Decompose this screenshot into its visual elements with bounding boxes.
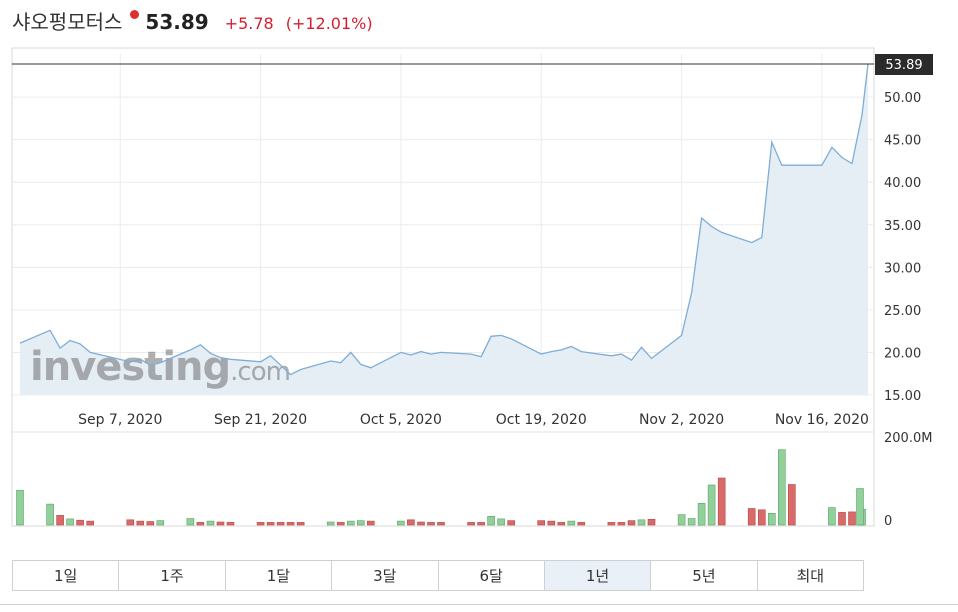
x-tick-label-1: Sep 21, 2020 — [214, 412, 307, 428]
volume-bar-24 — [366, 520, 375, 526]
volume-bar-32 — [487, 515, 495, 526]
price-change: +5.78 — [224, 14, 274, 33]
volume-bar-17 — [276, 522, 285, 526]
volume-bar-21 — [336, 522, 345, 526]
timeframe-button-0[interactable]: 1일 — [13, 561, 120, 590]
volume-bar-29 — [437, 522, 445, 526]
volume-bar-13 — [216, 521, 225, 526]
timeframe-button-3[interactable]: 3달 — [332, 561, 439, 590]
volume-bar-51 — [757, 509, 766, 526]
volume-bar-49 — [717, 477, 726, 526]
volume-bar-38 — [567, 520, 576, 526]
last-price-tag — [875, 54, 933, 75]
volume-bar-8 — [146, 521, 155, 526]
market-status-icon — [130, 10, 140, 19]
volume-bar-44 — [647, 518, 656, 526]
timeframe-button-7[interactable]: 최대 — [757, 561, 863, 590]
volume-bar-31 — [477, 522, 485, 526]
volume-bar-0 — [16, 489, 24, 526]
chart-frame — [11, 47, 875, 527]
volume-bar-14 — [226, 522, 235, 526]
volume-bar-27 — [417, 521, 425, 526]
y-tick-label-4: 35.00 — [884, 219, 921, 234]
y-tick-label-5: 40.00 — [884, 176, 921, 191]
volume-bar-28 — [427, 522, 435, 526]
volume-bar-1 — [46, 503, 54, 526]
price-area — [20, 64, 868, 395]
volume-bar-34 — [507, 520, 516, 526]
volume-bar-58 — [848, 511, 856, 526]
volume-bar-36 — [547, 520, 556, 526]
volume-bar-9 — [156, 520, 165, 526]
last-price: 53.89 — [145, 10, 209, 34]
x-tick-label-5: Nov 16, 2020 — [775, 412, 869, 428]
volume-bar-46 — [687, 518, 696, 526]
y-tick-label-7: 50.00 — [884, 91, 921, 106]
volume-tick-zero: 0 — [884, 514, 892, 529]
stock-name: 샤오펑모터스 — [12, 10, 123, 34]
volume-bar-3 — [66, 518, 74, 526]
timeframe-button-4[interactable]: 6달 — [438, 561, 545, 590]
volume-bar-22 — [346, 520, 355, 526]
volume-bar-39 — [577, 522, 586, 526]
price-change-percent: (+12.01%) — [285, 14, 373, 33]
x-tick-label-2: Oct 5, 2020 — [360, 412, 442, 428]
volume-bar-2 — [56, 515, 64, 526]
volume-bar-40 — [607, 522, 616, 526]
x-tick-label-3: Oct 19, 2020 — [496, 412, 587, 428]
volume-bar-16 — [266, 522, 275, 526]
timeframe-selector: 1일 1주 1달 3달 6달 1년 5년 최대 — [12, 560, 864, 591]
volume-bar-10 — [186, 518, 195, 526]
volume-bar-60 — [856, 488, 864, 526]
volume-bar-41 — [617, 522, 626, 526]
y-tick-label-1: 20.00 — [884, 346, 921, 361]
y-tick-label-0: 15.00 — [884, 389, 921, 404]
volume-bar-52 — [767, 512, 776, 526]
volume-bar-6 — [126, 519, 135, 526]
volume-bar-4 — [76, 519, 84, 526]
timeframe-button-6[interactable]: 5년 — [651, 561, 758, 590]
volume-bar-57 — [838, 512, 846, 526]
price-line — [19, 63, 869, 376]
volume-bar-26 — [407, 519, 415, 526]
volume-bar-42 — [627, 520, 636, 526]
timeframe-button-2[interactable]: 1달 — [225, 561, 333, 590]
volume-bar-35 — [537, 520, 546, 526]
volume-bar-11 — [196, 522, 205, 526]
watermark-logo: investing.com — [30, 344, 290, 390]
volume-bar-56 — [828, 507, 836, 526]
volume-bar-18 — [286, 522, 295, 526]
volume-bar-30 — [467, 522, 475, 526]
volume-bar-5 — [86, 520, 94, 526]
x-tick-label-4: Nov 2, 2020 — [639, 412, 724, 428]
y-tick-label-6: 45.00 — [884, 134, 921, 149]
volume-bar-19 — [296, 522, 305, 526]
volume-bar-12 — [206, 520, 215, 526]
volume-bar-33 — [497, 518, 505, 526]
volume-bar-23 — [356, 520, 365, 526]
last-price-tag-label: 53.89 — [885, 58, 922, 73]
volume-bar-45 — [677, 514, 686, 526]
quote-header: 샤오펑모터스 53.89 +5.78 (+12.01%) — [12, 6, 373, 36]
volume-bar-43 — [637, 519, 646, 526]
volume-bar-15 — [256, 522, 265, 526]
volume-bar-50 — [747, 508, 756, 526]
volume-bar-54 — [787, 484, 796, 526]
volume-tick-top: 200.0M — [884, 431, 932, 446]
volume-bar-25 — [397, 520, 405, 526]
timeframe-button-5[interactable]: 1년 — [544, 561, 652, 590]
bottom-divider — [0, 604, 958, 605]
y-tick-label-2: 25.00 — [884, 304, 921, 319]
volume-bar-53 — [777, 449, 786, 526]
volume-bar-7 — [136, 520, 145, 526]
watermark-main: investing — [30, 344, 230, 390]
y-tick-label-3: 30.00 — [884, 261, 921, 276]
volume-bar-20 — [326, 521, 335, 526]
volume-bar-47 — [697, 502, 706, 526]
x-tick-label-0: Sep 7, 2020 — [78, 412, 162, 428]
volume-bar-48 — [707, 484, 716, 526]
timeframe-button-1[interactable]: 1주 — [119, 561, 226, 590]
price-chart[interactable]: 15.00 20.00 25.00 30.00 35.00 40.00 45.00 50.00… — [0, 40, 958, 550]
volume-bar-37 — [557, 522, 566, 526]
